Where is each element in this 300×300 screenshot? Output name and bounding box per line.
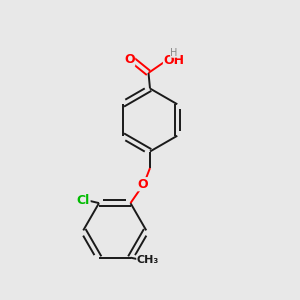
Text: Cl: Cl xyxy=(77,194,90,207)
Text: O: O xyxy=(137,178,148,191)
Text: O: O xyxy=(124,53,135,66)
Text: OH: OH xyxy=(164,54,184,67)
Text: CH₃: CH₃ xyxy=(137,255,159,265)
Text: H: H xyxy=(170,47,178,58)
